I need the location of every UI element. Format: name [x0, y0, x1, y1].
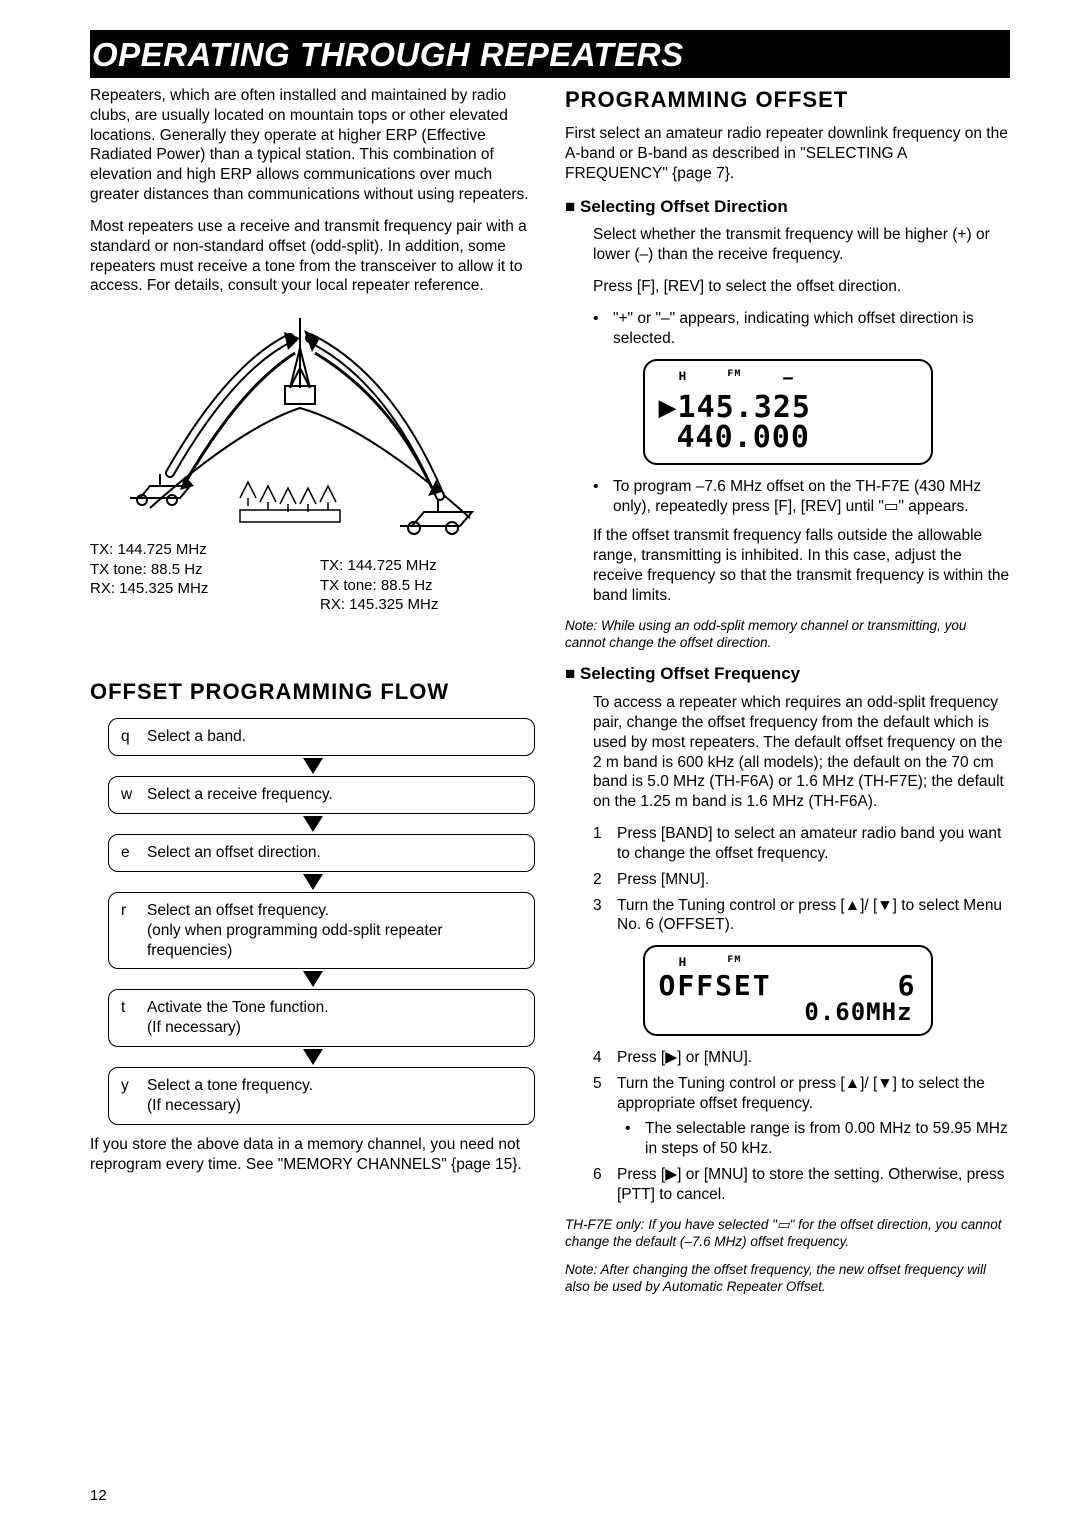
diagram-label-left: TX: 144.725 MHz TX tone: 88.5 Hz RX: 145…: [90, 540, 208, 599]
flow-step-4: rSelect an offset frequency. (only when …: [108, 892, 535, 969]
step-4: 4Press [▶] or [MNU].: [593, 1048, 1010, 1068]
page-title: OPERATING THROUGH REPEATERS: [90, 36, 1010, 74]
intro-para-2: Most repeaters use a receive and transmi…: [90, 217, 535, 296]
diagram-svg: [90, 308, 510, 548]
step-1: 1Press [BAND] to select an amateur radio…: [593, 824, 1010, 864]
flow-step-5: tActivate the Tone function. (If necessa…: [108, 989, 535, 1047]
dir-bullet-2: •To program –7.6 MHz offset on the TH-F7…: [593, 477, 1010, 517]
step-2: 2Press [MNU].: [593, 870, 1010, 890]
right-column: PROGRAMMING OFFSET First select an amate…: [565, 86, 1010, 1308]
flow-step-2: wSelect a receive frequency.: [108, 776, 535, 814]
intro-para-1: Repeaters, which are often installed and…: [90, 86, 535, 205]
flow-footer: If you store the above data in a memory …: [90, 1135, 535, 1175]
dir-p1: Select whether the transmit frequency wi…: [593, 225, 1010, 265]
flow-step-3: eSelect an offset direction.: [108, 834, 535, 872]
page-number: 12: [90, 1487, 107, 1504]
flow-step-1: qSelect a band.: [108, 718, 535, 756]
dir-note: Note: While using an odd-split memory ch…: [565, 618, 1010, 652]
dir-p2: Press [F], [REV] to select the offset di…: [593, 277, 1010, 297]
step-5: 5Turn the Tuning control or press [▲]/ […: [593, 1074, 1010, 1114]
repeater-diagram: TX: 144.725 MHz TX tone: 88.5 Hz RX: 145…: [90, 308, 535, 618]
offset-direction-heading: ■ Selecting Offset Direction: [565, 196, 1010, 218]
step-3: 3Turn the Tuning control or press [▲]/ […: [593, 896, 1010, 936]
flow-heading: OFFSET PROGRAMMING FLOW: [90, 678, 535, 706]
flow-step-6: ySelect a tone frequency. (If necessary): [108, 1067, 535, 1125]
note-f7e: TH-F7E only: If you have selected "▭" fo…: [565, 1217, 1010, 1251]
flow-chart: qSelect a band. wSelect a receive freque…: [90, 718, 535, 1124]
note-after: Note: After changing the offset frequenc…: [565, 1262, 1010, 1296]
programming-offset-heading: PROGRAMMING OFFSET: [565, 86, 1010, 114]
diagram-label-right: TX: 144.725 MHz TX tone: 88.5 Hz RX: 145…: [320, 556, 438, 615]
step-5-sub: •The selectable range is from 0.00 MHz t…: [625, 1119, 1010, 1159]
dir-p3: If the offset transmit frequency falls o…: [593, 526, 1010, 605]
left-column: Repeaters, which are often installed and…: [90, 86, 535, 1308]
lcd-display-1: HFM– ▶145.325 440.000: [643, 359, 933, 465]
title-bar: OPERATING THROUGH REPEATERS: [90, 30, 1010, 78]
offset-frequency-heading: ■ Selecting Offset Frequency: [565, 663, 1010, 685]
prog-intro: First select an amateur radio repeater d…: [565, 124, 1010, 183]
lcd-display-2: HFM OFFSET6 0.60MHz: [643, 945, 933, 1036]
freq-p1: To access a repeater which requires an o…: [593, 693, 1010, 812]
step-6: 6Press [▶] or [MNU] to store the setting…: [593, 1165, 1010, 1205]
dir-bullet-1: •"+" or "–" appears, indicating which of…: [593, 309, 1010, 349]
